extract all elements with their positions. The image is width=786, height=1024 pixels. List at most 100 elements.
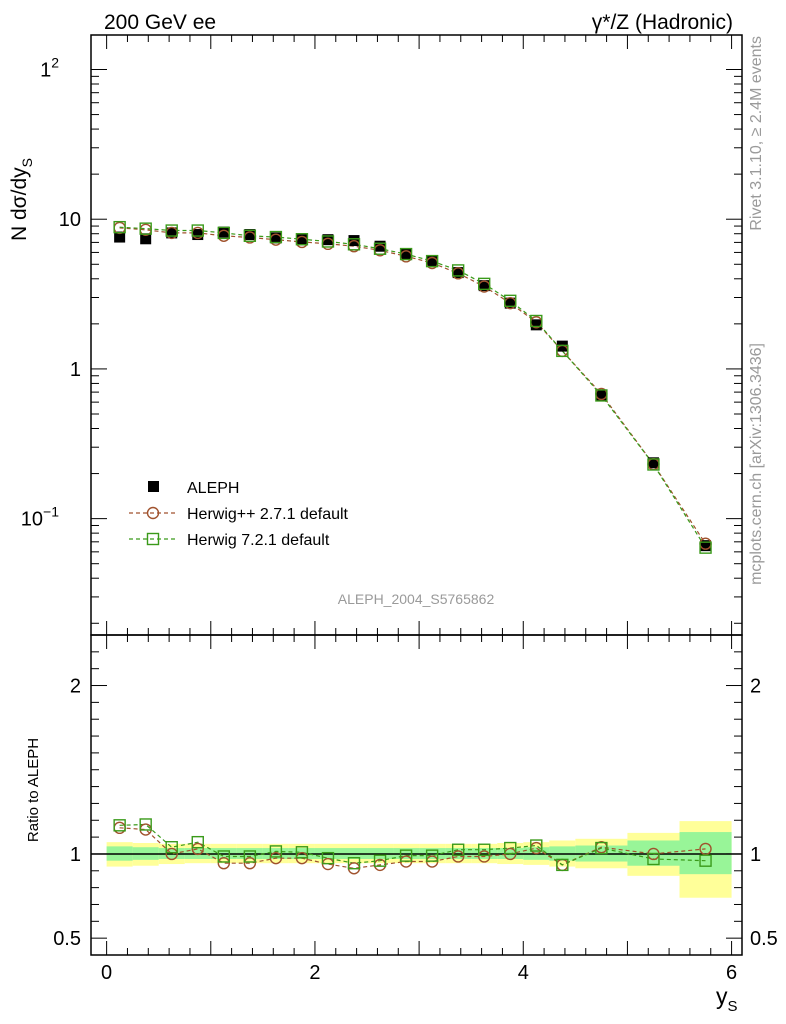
herwig7-point (243, 229, 257, 242)
x-tick-label: 6 (726, 962, 737, 984)
herwig7-ratio-point (504, 841, 517, 855)
ratio-y-tick-label: 2 (70, 676, 81, 698)
x-tick-label: 0 (101, 962, 112, 984)
main-ylabel-subscript: S (19, 158, 35, 167)
herwig7-point (347, 238, 361, 251)
herwig7-point (504, 294, 517, 308)
legend-marker-herwig7 (146, 532, 160, 546)
y-tick-label: 1 (70, 359, 81, 381)
ratio-ylabel: Ratio to ALEPH (25, 738, 42, 842)
herwig7-point (113, 220, 126, 234)
analysis-watermark: ALEPH_2004_S5765862 (338, 591, 495, 607)
herwig7-ratio-point (478, 843, 491, 856)
aleph-point (426, 254, 438, 266)
y-tick-exponent: −1 (43, 504, 59, 520)
y-tick-label: 10−1 (21, 504, 59, 531)
aleph-point (114, 231, 126, 243)
herwigpp-ratio-point (191, 842, 204, 856)
herwig7-point (139, 222, 152, 235)
herwig7-point (425, 254, 439, 268)
rivet-version-note: Rivet 3.1.10, ≥ 2.4M events (748, 36, 765, 231)
herwig7-point (165, 224, 178, 237)
xlabel: yS (716, 983, 738, 1015)
mcplots-note: mcplots.cern.ch [arXiv:1306.3436] (748, 343, 765, 585)
aleph-point (322, 234, 334, 246)
herwigpp-ratio-point (217, 857, 231, 870)
aleph-point (647, 457, 659, 469)
x-tick-label: 2 (309, 962, 320, 984)
aleph-point (556, 340, 568, 352)
herwig7-ratio-line (119, 823, 706, 866)
aleph-point (166, 227, 178, 239)
aleph-point (478, 280, 490, 292)
herwig7-point (699, 541, 712, 554)
herwig7-ratio-point (556, 858, 569, 872)
y-tick-exponent: 2 (51, 55, 59, 71)
ratio-y-tick-label: 0.5 (53, 928, 81, 950)
aleph-point (530, 319, 542, 331)
aleph-point (452, 267, 464, 279)
herwig7-point (556, 344, 569, 358)
herwig7-point (530, 314, 543, 328)
herwig7-point (217, 226, 231, 240)
aleph-point (700, 540, 712, 552)
ratio-y-tick-label-right: 2 (750, 676, 761, 698)
legend-marker-herwigpp (146, 506, 160, 520)
ratio-y-tick-label: 1 (70, 844, 81, 866)
main-ylabel-text: N dσ/dy (8, 167, 31, 241)
herwig7-ratio-point (425, 849, 439, 862)
aleph-point (374, 240, 386, 252)
herwig7-ratio-point (647, 852, 660, 866)
herwig7-point (295, 233, 309, 246)
herwig7-ratio-point (295, 846, 309, 859)
herwigpp-ratio-point (243, 857, 257, 870)
herwig7-point (373, 242, 387, 255)
herwig7-ratio-point (699, 854, 712, 867)
ratio-y-tick-label-right: 0.5 (750, 928, 778, 950)
svg-text:N dσ/dyS: N dσ/dyS (8, 158, 35, 241)
herwig7-point (647, 458, 660, 471)
aleph-point (140, 233, 152, 245)
aleph-point (400, 248, 412, 260)
header-left-label: 200 GeV ee (104, 11, 216, 34)
herwig7-ratio-point (347, 857, 361, 870)
herwig7-point (321, 235, 335, 248)
aleph-point (595, 390, 607, 402)
herwig7-ratio-point (373, 854, 387, 867)
herwig7-ratio-point (595, 841, 608, 855)
herwigpp-ratio-point (451, 850, 465, 863)
ratio-panel-data (91, 818, 742, 875)
herwigpp-ratio-point (699, 842, 712, 856)
herwig7-ratio-point (399, 849, 413, 862)
aleph-point (192, 229, 204, 241)
herwig7-ratio-point (530, 839, 543, 852)
herwig7-ratio-point (217, 850, 231, 863)
herwig7-point (269, 230, 283, 244)
legend-marker-aleph (148, 481, 159, 492)
main-panel-data (113, 220, 712, 554)
herwig7-point (595, 389, 608, 402)
aleph-point (218, 226, 230, 238)
x-tick-label: 4 (518, 962, 529, 984)
herwig7-ratio-point (243, 850, 257, 863)
herwig7-point (478, 277, 491, 291)
herwigpp-ratio-point (165, 847, 178, 861)
herwig7-ratio-point (139, 818, 152, 831)
herwig7-point (399, 247, 413, 261)
aleph-point (244, 229, 256, 241)
xlabel-text: y (716, 983, 728, 1009)
header-right-label: γ*/Z (Hadronic) (592, 11, 733, 34)
ratio-frame (90, 634, 743, 956)
xlabel-subscript: S (728, 998, 738, 1015)
herwigpp-ratio-point (478, 850, 491, 863)
legend-label-aleph: ALEPH (187, 480, 239, 497)
ratio-uncertainty-bands (106, 821, 732, 898)
herwigpp-ratio-point (269, 851, 283, 865)
band-inner-20 (679, 832, 732, 875)
aleph-point (504, 297, 516, 309)
herwig7-ratio-point (321, 851, 335, 865)
aleph-point (296, 234, 308, 246)
svg-text:yS: yS (716, 983, 738, 1015)
